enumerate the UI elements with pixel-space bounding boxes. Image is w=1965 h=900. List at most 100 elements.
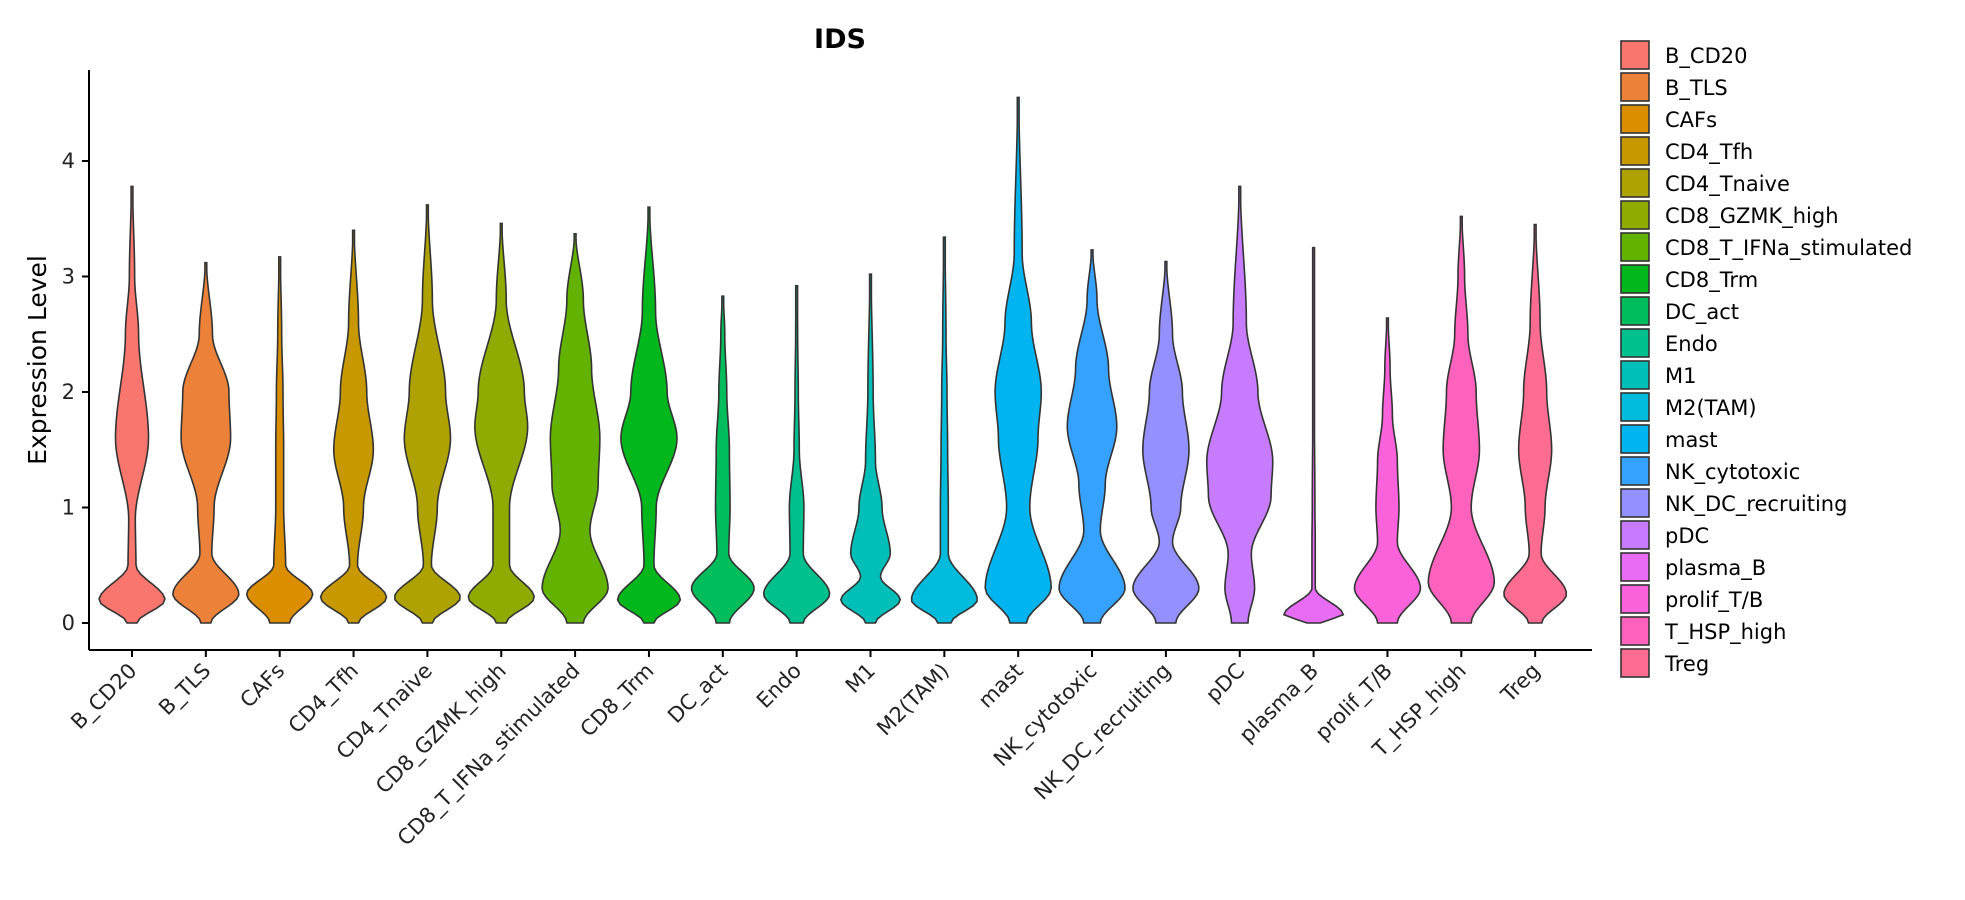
legend-item: NK_DC_recruiting [1620,488,1847,518]
legend-label: DC_act [1665,300,1739,325]
legend-label: CD8_GZMK_high [1665,204,1839,229]
legend: B_CD20 B_TLS CAFs CD4_Tfh CD4_Tnaive CD8_GZMK… [1620,40,1912,678]
legend-label: Treg [1664,652,1709,676]
legend-item: CD8_Trm [1620,264,1758,294]
legend-label: M1 [1665,364,1696,388]
legend-label: NK_DC_recruiting [1665,492,1847,517]
x-tick-label: B_CD20 [66,659,142,735]
legend-swatch [1620,584,1650,614]
violin-cd4-tfh [319,229,388,624]
legend-item: T_HSP_high [1620,616,1786,646]
legend-swatch [1620,328,1650,358]
legend-label: CD4_Tnaive [1665,172,1790,197]
x-tick-label: CAFs [235,659,289,713]
legend-item: B_CD20 [1620,40,1747,70]
legend-label: T_HSP_high [1664,620,1786,645]
violin-pdc [1205,185,1274,624]
violin-prolif-t-b [1353,317,1422,624]
legend-item: CAFs [1620,104,1717,134]
y-tick-label: 4 [62,149,75,173]
legend-item: mast [1620,424,1718,454]
x-tick-label: CD8_Trm [576,659,660,743]
legend-label: B_TLS [1665,76,1728,101]
legend-item: M1 [1620,360,1696,390]
legend-swatch [1620,456,1650,486]
legend-label: CD8_T_IFNa_stimulated [1665,236,1912,261]
legend-label: CD8_Trm [1665,268,1758,293]
legend-swatch [1620,168,1650,198]
violin-t-hsp-high [1427,215,1496,624]
y-tick-label: 1 [62,496,75,520]
legend-swatch [1620,296,1650,326]
violin-cafs [245,256,314,624]
x-tick-label: plasma_B [1235,659,1324,748]
legend-swatch [1620,552,1650,582]
legend-swatch [1620,616,1650,646]
y-axis-label: Expression Level [23,255,52,465]
x-tick-label: B_TLS [154,659,216,721]
legend-swatch [1620,520,1650,550]
legend-label: plasma_B [1665,556,1766,581]
x-tick-label: pDC [1201,659,1249,707]
legend-label: prolif_T/B [1665,588,1763,613]
violin-m1 [839,273,902,624]
y-tick-label: 2 [62,380,75,404]
y-tick-label: 3 [62,265,75,289]
violin-cd8-t-ifna-stimulated [541,232,609,624]
legend-swatch [1620,488,1650,518]
legend-label: M2(TAM) [1665,396,1757,420]
legend-label: NK_cytotoxic [1665,460,1800,485]
legend-item: plasma_B [1620,552,1766,582]
legend-item: CD4_Tnaive [1620,168,1790,198]
x-tick-label: CD8_GZMK_high [371,659,511,799]
legend-item: M2(TAM) [1620,392,1757,422]
x-axis: B_CD20 B_TLS CAFsCD4_TfhCD4_TnaiveCD8_GZMK… [66,649,1592,851]
y-axis: 0 1 2 3 4 [62,70,90,650]
legend-swatch [1620,200,1650,230]
violin-dc-act [690,295,755,624]
legend-swatch [1620,360,1650,390]
legend-item: NK_cytotoxic [1620,456,1800,486]
legend-label: pDC [1665,524,1709,548]
legend-swatch [1620,392,1650,422]
violin-b-tls [172,261,240,624]
violin-nk-cytotoxic [1058,249,1126,624]
x-tick-label: NK_DC_recruiting [1029,659,1176,806]
legend-item: CD4_Tfh [1620,136,1753,166]
legend-swatch [1620,232,1650,262]
x-tick-label: Treg [1496,659,1545,708]
legend-swatch [1620,264,1650,294]
violin-cd8-gzmk-high [467,222,535,624]
legend-item: pDC [1620,520,1709,550]
legend-swatch [1620,424,1650,454]
chart-title: IDS [814,24,866,55]
legend-swatch [1620,136,1650,166]
legend-swatch [1620,648,1650,678]
legend-item: CD8_T_IFNa_stimulated [1620,232,1912,262]
legend-swatch [1620,40,1650,70]
legend-item: Treg [1620,648,1709,678]
legend-label: B_CD20 [1665,44,1747,69]
legend-label: mast [1665,428,1718,452]
violin-cd8-trm [616,206,682,624]
x-tick-label: M2(TAM) [872,659,954,741]
legend-item: Endo [1620,328,1718,358]
y-tick-label: 0 [62,611,75,635]
x-tick-label: mast [974,659,1028,713]
violins [98,96,1568,624]
legend-item: prolif_T/B [1620,584,1763,614]
x-tick-label: DC_act [663,659,733,729]
legend-label: CAFs [1665,108,1717,132]
violin-plasma-b [1282,246,1345,624]
legend-label: Endo [1665,332,1718,356]
violin-treg [1503,223,1568,624]
x-tick-label: M1 [841,659,880,698]
legend-label: CD4_Tfh [1665,140,1753,165]
violin-endo [762,284,831,624]
violin-cd4-tnaive [394,204,461,624]
violin-m2-tam- [910,236,978,624]
violin-mast [984,96,1053,624]
violin-b-cd20 [98,185,166,624]
legend-item: CD8_GZMK_high [1620,200,1839,230]
